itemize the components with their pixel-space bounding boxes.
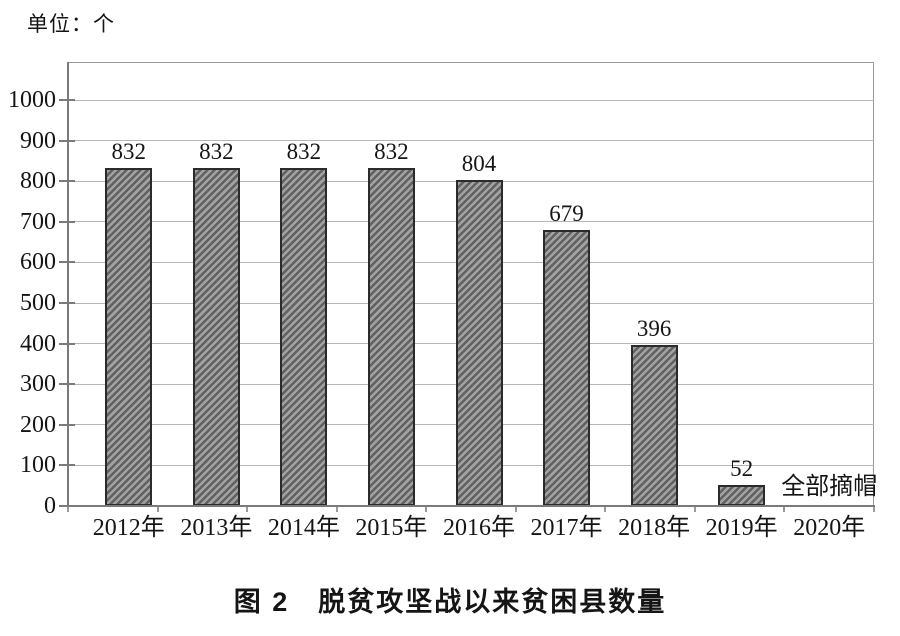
bar-value-label: 396 bbox=[636, 316, 672, 342]
gridline-1000 bbox=[68, 99, 874, 101]
x-axis-tick bbox=[67, 507, 69, 512]
bar-2014 bbox=[280, 168, 328, 506]
x-axis-tick bbox=[873, 507, 875, 512]
x-axis-label-2019: 2019年 bbox=[705, 515, 778, 541]
bar-2019 bbox=[718, 484, 766, 506]
y-axis-label-400: 400 bbox=[20, 330, 56, 357]
bar-value-label: 804 bbox=[461, 150, 497, 176]
y-axis-label-600: 600 bbox=[20, 249, 56, 276]
y-axis-label-300: 300 bbox=[20, 371, 56, 398]
y-axis-label-0: 0 bbox=[44, 493, 56, 519]
y-axis-label-100: 100 bbox=[20, 452, 56, 479]
x-axis-tick bbox=[783, 507, 786, 512]
annotation-label: 全部摘帽 bbox=[781, 474, 878, 500]
x-axis-tick bbox=[514, 507, 517, 512]
y-axis-label-200: 200 bbox=[20, 411, 56, 438]
x-axis-label-2014: 2014年 bbox=[267, 515, 340, 541]
x-axis-tick bbox=[604, 507, 607, 512]
unit-label: 单位：个 bbox=[27, 12, 115, 36]
x-axis-tick bbox=[246, 507, 249, 512]
bar-2015 bbox=[367, 168, 415, 506]
x-axis-tick bbox=[425, 507, 428, 512]
x-axis-label-2017: 2017年 bbox=[530, 515, 603, 541]
x-axis-label-2020: 2020年 bbox=[793, 515, 866, 541]
bar-2016 bbox=[455, 179, 503, 506]
x-axis-label-2015: 2015年 bbox=[355, 515, 428, 541]
x-axis-label-2016: 2016年 bbox=[442, 515, 515, 541]
x-axis-line bbox=[67, 505, 875, 507]
x-axis-tick bbox=[335, 507, 338, 512]
bar-value-label: 832 bbox=[111, 139, 147, 165]
y-axis-label-800: 800 bbox=[20, 168, 56, 195]
x-axis-tick bbox=[693, 507, 696, 512]
bar-value-label: 832 bbox=[374, 139, 409, 165]
y-axis-line bbox=[67, 62, 69, 506]
y-axis-label-900: 900 bbox=[20, 127, 56, 154]
bar-2017 bbox=[543, 230, 591, 506]
x-axis-label-2012: 2012年 bbox=[92, 515, 165, 541]
chart-title: 图 2 脱贫攻坚战以来贫困县数量 bbox=[233, 587, 667, 617]
bar-value-label: 832 bbox=[286, 139, 322, 165]
x-axis-tick bbox=[156, 507, 159, 512]
bar-2013 bbox=[192, 168, 240, 506]
x-axis-label-2018: 2018年 bbox=[618, 515, 691, 541]
x-axis-label-2013: 2013年 bbox=[180, 515, 253, 541]
bar-value-label: 52 bbox=[730, 455, 754, 481]
y-axis-label-700: 700 bbox=[20, 208, 56, 235]
bar-value-label: 832 bbox=[199, 139, 234, 165]
gridline-900 bbox=[68, 140, 874, 142]
y-axis-label-1000: 1000 bbox=[8, 87, 56, 113]
y-axis-label-500: 500 bbox=[20, 290, 56, 316]
bar-2018 bbox=[630, 345, 678, 506]
bar-value-label: 679 bbox=[549, 201, 584, 227]
bar-2012 bbox=[105, 168, 153, 506]
